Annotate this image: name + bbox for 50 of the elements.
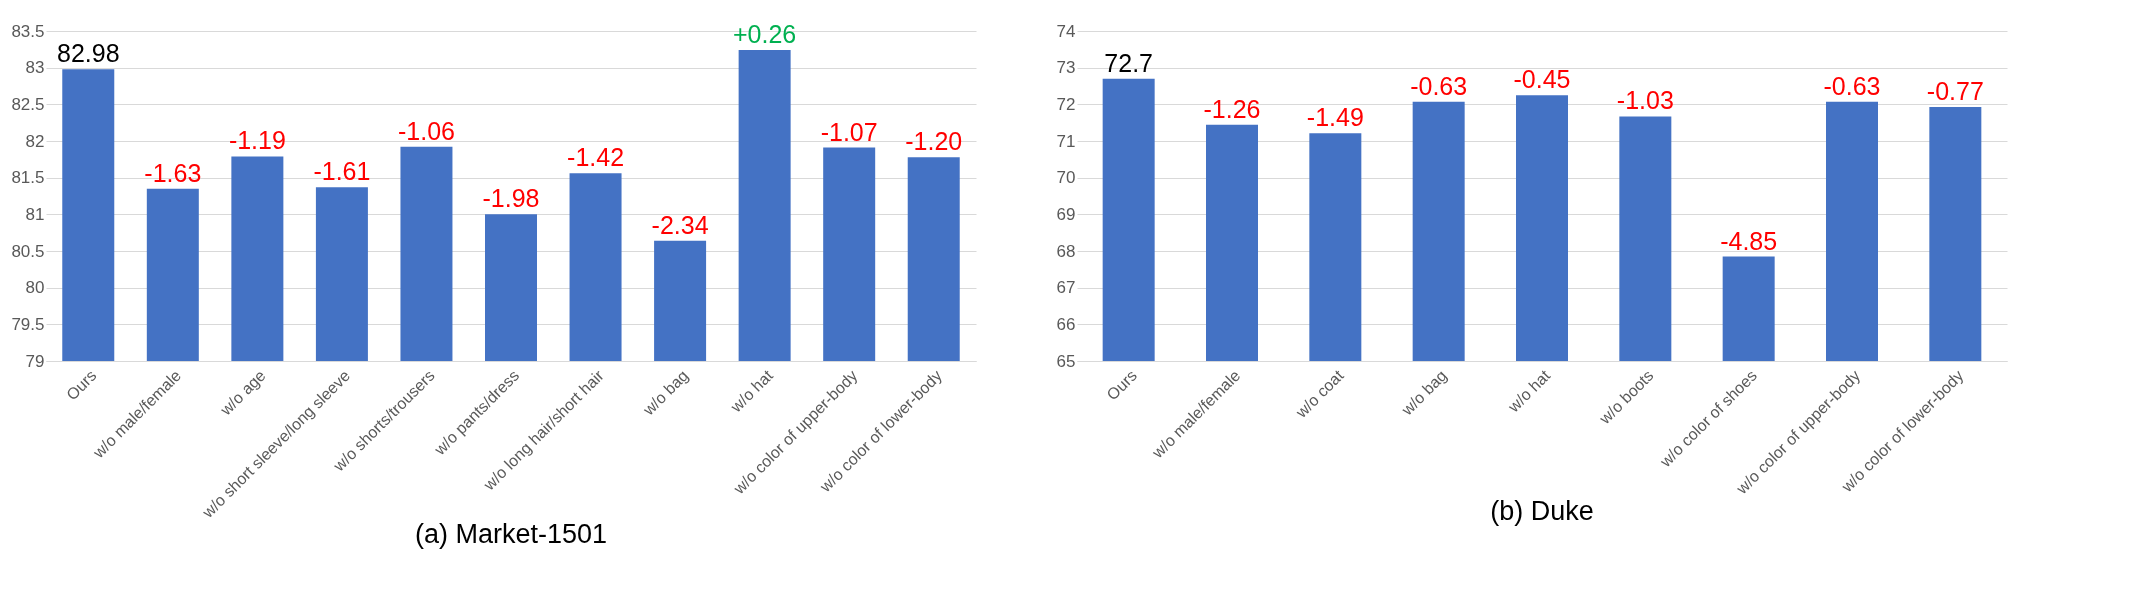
y-tick-label: 65 <box>1056 351 1076 371</box>
y-tick-label: 74 <box>1056 21 1076 41</box>
annotation: -4.85 <box>1720 226 1778 255</box>
y-tick-label: 66 <box>1056 314 1076 334</box>
y-tick-label: 83.5 <box>11 21 45 41</box>
annotation: -1.26 <box>1203 94 1261 123</box>
x-tick-label: Ours <box>1103 366 1140 404</box>
y-tick-label: 82.5 <box>11 94 45 114</box>
annotation: -1.06 <box>397 116 455 145</box>
x-tick-label: w/o coat <box>1291 366 1348 422</box>
y-tick-label: 71 <box>1056 131 1076 151</box>
y-tick-label: 79.5 <box>11 314 45 334</box>
annotation: -0.63 <box>1410 71 1468 100</box>
y-tick-label: 80 <box>25 278 45 298</box>
annotation: -1.49 <box>1306 103 1364 132</box>
annotation: -1.61 <box>313 157 371 186</box>
y-tick-label: 68 <box>1056 241 1076 261</box>
annotation: -1.20 <box>905 127 963 156</box>
annotation: 72.7 <box>1104 48 1153 77</box>
y-tick-label: 67 <box>1056 278 1076 298</box>
y-tick-label: 83 <box>25 58 45 78</box>
annotation: -1.19 <box>228 126 286 155</box>
y-tick-label: 73 <box>1056 58 1076 78</box>
annotation: -1.03 <box>1616 86 1674 115</box>
annotation: -0.45 <box>1513 65 1571 94</box>
x-tick-label: w/o hat <box>726 366 777 416</box>
annotation: +0.26 <box>733 20 797 49</box>
annotation: 82.98 <box>56 39 120 68</box>
text: (b) Duke <box>1490 495 1594 526</box>
text: (a) Market-1501 <box>414 519 608 550</box>
y-tick-label: 70 <box>1056 168 1076 188</box>
x-tick-label: Ours <box>63 366 100 404</box>
annotation: -0.77 <box>1926 76 1984 105</box>
x-tick-label: w/o hat <box>1504 366 1554 416</box>
annotation: -2.34 <box>651 210 709 239</box>
x-tick-label: w/o bag <box>1397 366 1450 420</box>
y-tick-label: 72 <box>1056 94 1076 114</box>
y-tick-label: 81.5 <box>11 168 45 188</box>
annotation: -1.42 <box>567 143 625 172</box>
annotation: -1.98 <box>482 184 540 213</box>
y-tick-label: 80.5 <box>11 241 45 261</box>
x-tick-label: w/o bag <box>639 366 692 420</box>
y-tick-label: 69 <box>1056 204 1076 224</box>
y-tick-label: 82 <box>25 131 45 151</box>
x-tick-label: w/o age <box>216 366 269 420</box>
annotation: -0.63 <box>1823 71 1881 100</box>
y-tick-label: 81 <box>25 204 45 224</box>
annotation: -1.07 <box>820 117 878 146</box>
annotation: -1.63 <box>144 158 202 187</box>
y-tick-label: 79 <box>25 351 45 371</box>
